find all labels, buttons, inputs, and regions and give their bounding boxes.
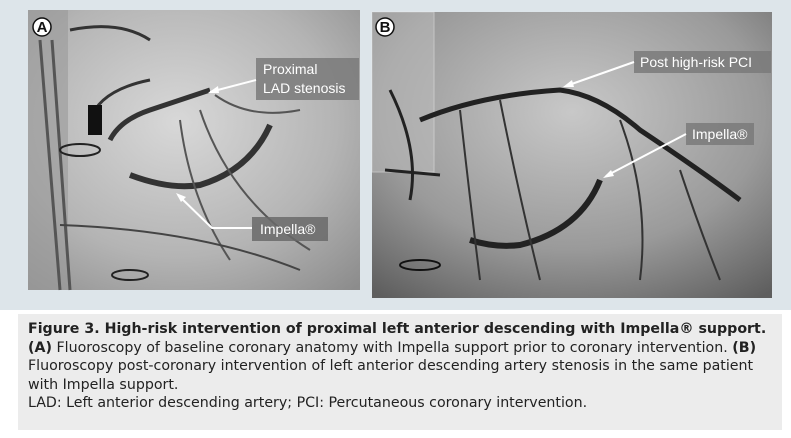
panel-label: B <box>380 19 391 36</box>
caption-part-text: Fluoroscopy post-coronary intervention o… <box>28 358 754 393</box>
caption-part-label: (B) <box>732 339 757 356</box>
annotation: LAD stenosis <box>263 80 345 96</box>
caption-title: Figure 3. High-risk intervention of prox… <box>28 321 767 337</box>
caption-part-text: Fluoroscopy of baseline coronary anatomy… <box>56 339 728 356</box>
caption-abbreviations: LAD: Left anterior descending artery; PC… <box>28 395 588 411</box>
panel-label: A <box>37 19 48 36</box>
figure: A Proximal LAD stenosis Impella® B Post … <box>0 0 791 310</box>
annotation: Impella® <box>260 221 316 237</box>
panel-a: A Proximal LAD stenosis Impella® <box>28 10 360 291</box>
annotation: Post high-risk PCI <box>640 54 752 70</box>
caption-part-label: (A) <box>28 339 52 356</box>
caption: Figure 3. High-risk intervention of prox… <box>18 314 782 430</box>
panel-b: B Post high-risk PCI Impella® <box>371 11 772 298</box>
annotation: Proximal <box>263 61 317 77</box>
annotation: Impella® <box>692 126 748 142</box>
